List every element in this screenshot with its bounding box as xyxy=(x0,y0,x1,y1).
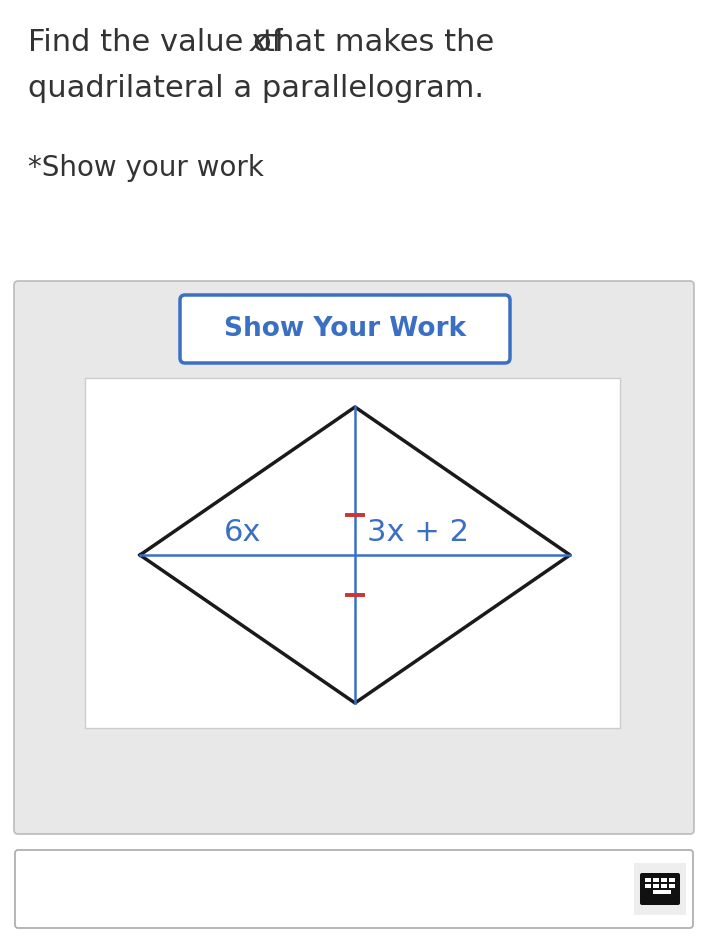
FancyBboxPatch shape xyxy=(85,378,620,728)
Text: quadrilateral a parallelogram.: quadrilateral a parallelogram. xyxy=(28,74,484,103)
Text: 3x + 2: 3x + 2 xyxy=(367,518,469,547)
FancyBboxPatch shape xyxy=(645,884,651,888)
FancyBboxPatch shape xyxy=(15,850,693,928)
Text: 6x: 6x xyxy=(224,518,261,547)
FancyBboxPatch shape xyxy=(653,890,671,894)
FancyBboxPatch shape xyxy=(180,295,510,363)
FancyBboxPatch shape xyxy=(669,878,675,882)
FancyBboxPatch shape xyxy=(661,884,667,888)
Text: Find the value of: Find the value of xyxy=(28,28,292,57)
FancyBboxPatch shape xyxy=(653,878,659,882)
Text: that makes the: that makes the xyxy=(263,28,494,57)
FancyBboxPatch shape xyxy=(640,873,680,905)
Text: Show Your Work: Show Your Work xyxy=(224,316,466,342)
FancyBboxPatch shape xyxy=(653,884,659,888)
FancyBboxPatch shape xyxy=(669,884,675,888)
FancyBboxPatch shape xyxy=(661,878,667,882)
Text: x: x xyxy=(250,28,268,57)
Text: *Show your work: *Show your work xyxy=(28,154,264,182)
FancyBboxPatch shape xyxy=(14,281,694,834)
FancyBboxPatch shape xyxy=(645,878,651,882)
FancyBboxPatch shape xyxy=(634,863,686,915)
